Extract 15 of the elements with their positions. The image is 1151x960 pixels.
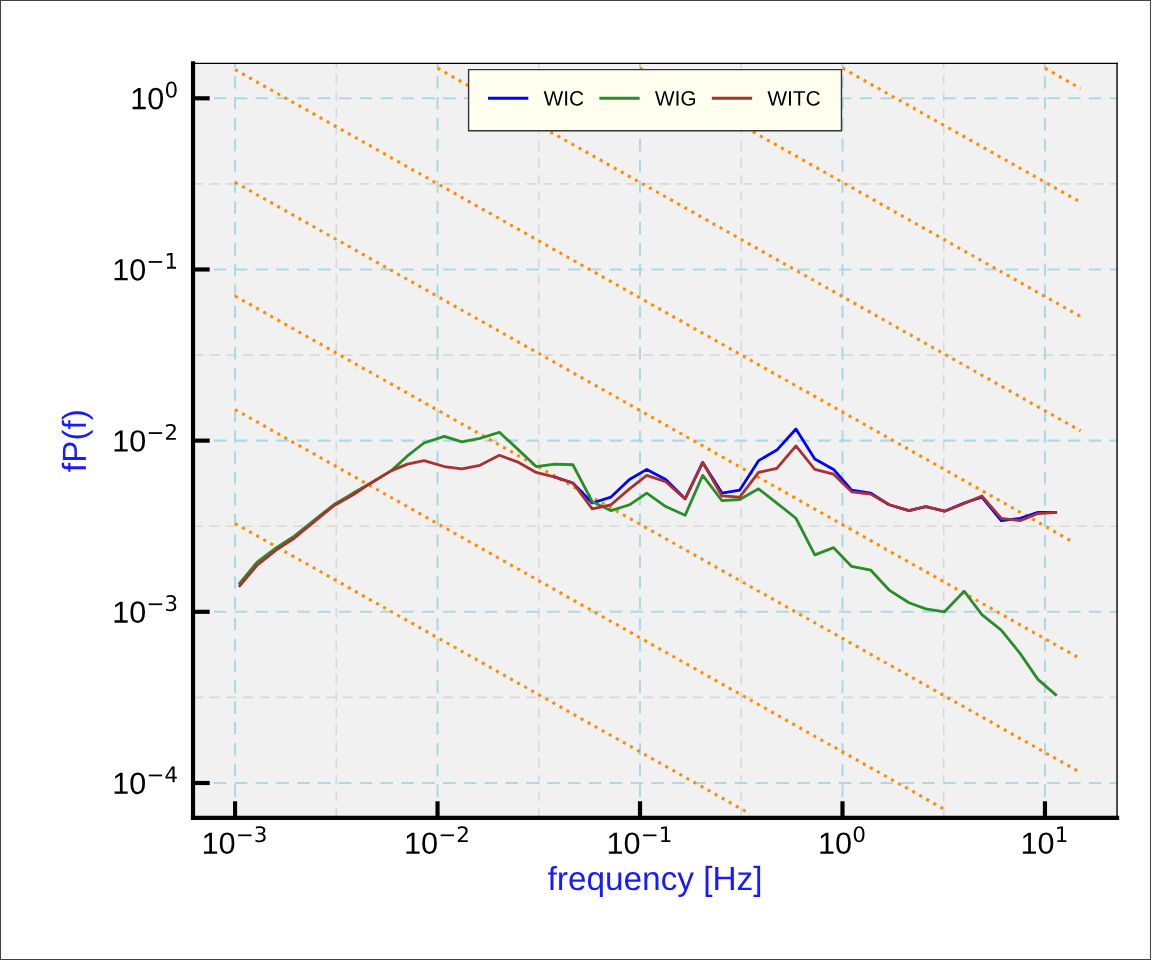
y-tick-label: 10$^{−1}$ xyxy=(114,253,177,281)
x-axis-title: frequency [Hz] xyxy=(548,865,761,897)
x-tick-label: 10$^{1}$ xyxy=(1022,826,1067,855)
x-tick-label: 10$^{0}$ xyxy=(820,826,865,855)
y-tick-label: 10$^{0}$ xyxy=(132,81,177,110)
legend-label: WIG xyxy=(655,90,696,106)
x-tick-label: 10$^{−2}$ xyxy=(406,826,468,855)
y-tick-label: 10$^{−3}$ xyxy=(114,595,177,623)
legend-label: WIC xyxy=(543,90,584,106)
y-tick-label: 10$^{−4}$ xyxy=(114,766,177,795)
x-tick-label: 10$^{−3}$ xyxy=(203,826,266,855)
y-axis-title: fP(f) xyxy=(61,411,93,472)
x-tick-label: 10$^{−1}$ xyxy=(608,826,671,855)
y-tick-label: 10$^{−2}$ xyxy=(114,423,176,452)
legend-label: WITC xyxy=(767,90,820,106)
